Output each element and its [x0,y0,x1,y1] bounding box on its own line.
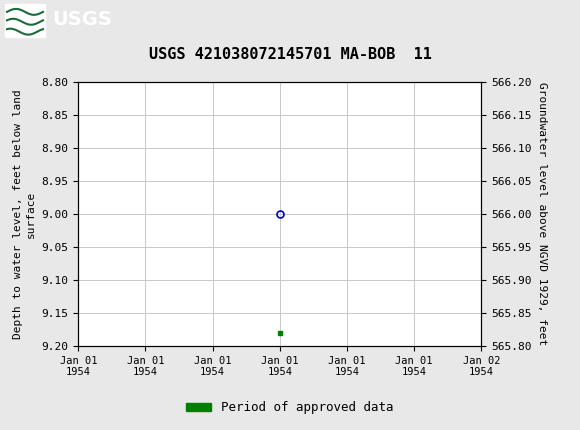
FancyBboxPatch shape [5,4,45,37]
Legend: Period of approved data: Period of approved data [181,396,399,419]
Y-axis label: Groundwater level above NGVD 1929, feet: Groundwater level above NGVD 1929, feet [537,82,547,346]
Text: USGS: USGS [52,10,112,29]
Text: USGS 421038072145701 MA-BOB  11: USGS 421038072145701 MA-BOB 11 [148,47,432,62]
Y-axis label: Depth to water level, feet below land
surface: Depth to water level, feet below land su… [13,89,36,339]
